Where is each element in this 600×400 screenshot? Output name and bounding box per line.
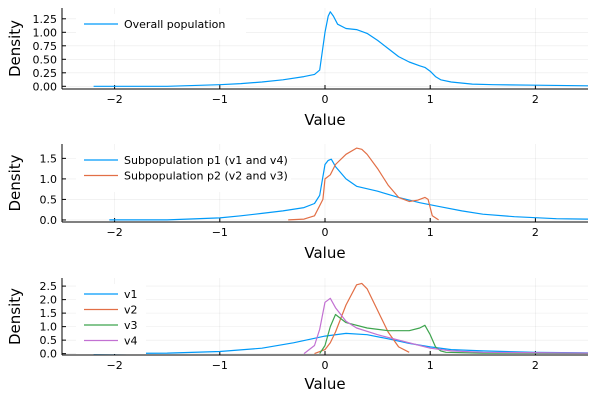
legend-box — [76, 284, 146, 354]
legend-label: Subpopulation p2 (v2 and v3) — [124, 170, 288, 183]
legend-box — [76, 150, 291, 192]
y-tick-label: 0.50 — [33, 53, 58, 66]
x-tick-label: 1 — [427, 226, 434, 239]
y-axis-label: Density — [6, 154, 24, 211]
legend-label: Overall population — [124, 18, 225, 31]
series-line-subpopulation-p2-v2-and-v3 — [288, 147, 439, 221]
y-tick-label: 0.00 — [33, 80, 58, 93]
legend-label: v3 — [124, 319, 138, 332]
y-tick-label: 0.25 — [33, 67, 58, 80]
x-tick-label: 2 — [532, 359, 539, 372]
x-tick-label: 2 — [532, 226, 539, 239]
x-tick-label: −2 — [106, 226, 122, 239]
x-axis-label: Value — [304, 375, 345, 393]
y-tick-label: 1.0 — [40, 321, 58, 334]
x-tick-label: −1 — [212, 226, 228, 239]
series-line-v2 — [314, 282, 410, 355]
x-axis-label: Value — [304, 244, 345, 262]
x-tick-label: 0 — [322, 93, 329, 106]
x-tick-label: 1 — [427, 93, 434, 106]
y-tick-label: 2.5 — [40, 280, 58, 293]
x-tick-label: 0 — [322, 359, 329, 372]
legend-label: v2 — [124, 304, 138, 317]
x-tick-label: −1 — [212, 93, 228, 106]
x-axis-label: Value — [304, 111, 345, 129]
y-tick-label: 1.25 — [33, 13, 58, 26]
y-tick-label: 0.0 — [40, 348, 58, 361]
y-tick-label: 0.5 — [40, 334, 58, 347]
legend-label: v1 — [124, 288, 138, 301]
x-tick-label: −2 — [106, 93, 122, 106]
series-line-v3 — [319, 313, 588, 354]
y-tick-label: 2.0 — [40, 294, 58, 307]
legend-label: Subpopulation p1 (v1 and v4) — [124, 154, 288, 167]
y-axis-label: Density — [6, 20, 24, 77]
series-line-overall-population — [93, 11, 588, 87]
y-axis-label: Density — [6, 288, 24, 345]
legend-label: v4 — [124, 335, 138, 348]
y-tick-label: 1.5 — [40, 152, 58, 165]
x-tick-label: −2 — [106, 359, 122, 372]
y-tick-label: 0.5 — [40, 193, 58, 206]
x-tick-label: 1 — [427, 359, 434, 372]
legend-box — [76, 14, 246, 40]
chart-panel-2: −2 −1 0 1 2 0.0 0.5 1.0 1.5 Value Density Subpopula… — [6, 144, 588, 262]
series-line-v1 — [93, 332, 588, 355]
y-tick-label: 1.5 — [40, 307, 58, 320]
x-tick-label: −1 — [212, 359, 228, 372]
y-tick-label: 1.0 — [40, 173, 58, 186]
x-tick-label: 0 — [322, 226, 329, 239]
y-tick-label: 0.0 — [40, 214, 58, 227]
chart-panel-1: −2 −1 0 1 2 0.000.250.500.751.001.25 Value Dens… — [6, 8, 588, 129]
series-line-subpopulation-p1-v1-and-v4 — [109, 158, 588, 221]
x-tick-label: 2 — [532, 93, 539, 106]
y-tick-label: 0.75 — [33, 40, 58, 53]
chart-panel-3: −2 −1 0 1 2 0.00.51.01.52.02.5 Value Density v1 v… — [6, 278, 588, 393]
series-line-v4 — [303, 297, 588, 355]
y-tick-label: 1.00 — [33, 26, 58, 39]
